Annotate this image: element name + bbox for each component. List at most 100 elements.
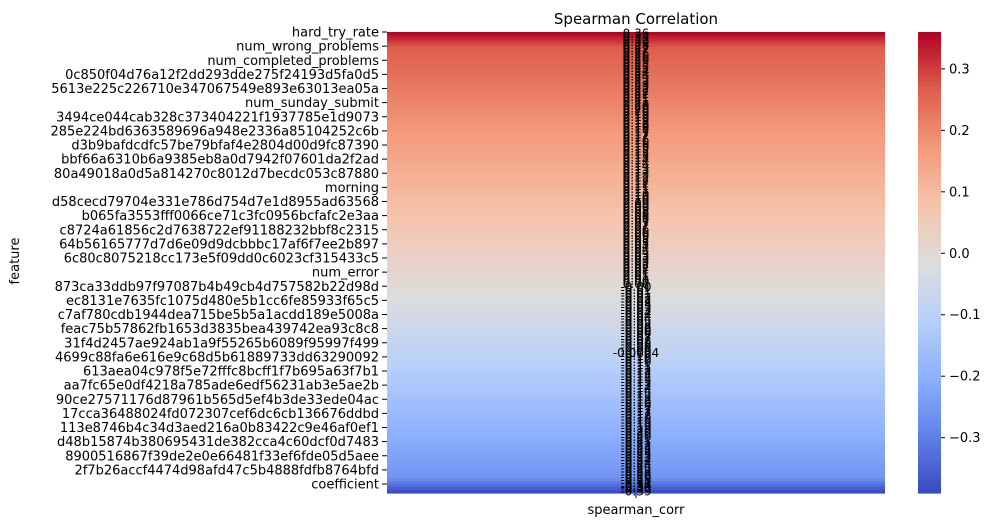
heatmap-cell: [387, 472, 885, 477]
cell-annotation: -0.21: [620, 433, 651, 447]
heatmap-cell: [387, 60, 885, 65]
colorbar-swatch: [918, 97, 941, 102]
cell-annotation: -0.08: [620, 338, 651, 352]
heatmap-cell: [387, 250, 885, 255]
heatmap-cell: [387, 426, 885, 431]
heatmap-cell: [387, 173, 885, 177]
cell-annotation: 0.12: [623, 173, 650, 187]
heatmap-cell: [387, 155, 885, 160]
colorbar-swatch: [918, 81, 941, 87]
colorbar-swatch: [918, 285, 941, 290]
heatmap-cell: [387, 340, 885, 344]
cell-annotation: 0.01: [623, 266, 650, 280]
heatmap-cell: [387, 380, 885, 385]
heatmap-cell: [387, 216, 885, 220]
colorbar-swatch: [918, 58, 941, 64]
y-tick-label: 80a49018a0d5a814270c8012d7becdc053c87880: [54, 167, 379, 182]
cell-annotation: 0.04: [623, 245, 650, 259]
heatmap-cell: [387, 219, 885, 223]
cell-annotation: 0.09: [623, 199, 650, 213]
cell-annotation: -0.31: [620, 476, 651, 490]
cell-annotation: -0.12: [620, 369, 651, 383]
colorbar-swatch: [918, 362, 941, 367]
heatmap-cell: [387, 268, 885, 272]
cell-annotation: -0.14: [620, 381, 651, 395]
cell-annotation: 0.08: [623, 211, 650, 225]
colorbar-swatch: [918, 446, 941, 452]
cell-annotation: -0.04: [620, 309, 651, 323]
colorbar-swatch: [918, 216, 941, 221]
cell-annotation: 0.06: [623, 222, 650, 236]
heatmap-cell: [387, 259, 885, 264]
colorbar-swatch: [918, 85, 941, 91]
colorbar-swatch: [918, 320, 941, 325]
cell-annotation: -0.18: [620, 413, 651, 427]
heatmap-cell: [387, 441, 885, 445]
cell-annotation: 0.18: [623, 122, 650, 136]
heatmap-cell: [387, 371, 885, 376]
heatmap-cell: [387, 46, 885, 50]
colorbar-swatch: [918, 420, 941, 425]
colorbar-swatch: [918, 343, 941, 348]
cell-annotation: -0.36: [620, 482, 651, 496]
heatmap-cell: [387, 285, 885, 290]
cell-annotation: 0.26: [623, 49, 650, 63]
cell-annotation: 0.15: [623, 142, 650, 156]
y-tick-label: ec8131e7635fc1075d480e5b1cc6fe85933f65c5: [66, 294, 379, 309]
colorbar-swatch: [918, 473, 941, 479]
cell-annotation: -0.19: [620, 418, 651, 432]
heatmap-cell: [387, 294, 885, 298]
colorbar-swatch: [918, 120, 941, 125]
zero-crossing-annotation: -0.0004: [613, 346, 659, 360]
colorbar-swatch: [918, 66, 941, 72]
cell-annotation: 0.10: [623, 188, 650, 202]
cell-annotation: -0.08: [620, 341, 651, 355]
heatmap-cell: [387, 75, 885, 79]
cell-annotation: 0.10: [623, 194, 650, 208]
cell-annotation: 0.15: [623, 147, 650, 161]
cell-annotation: -0.12: [620, 366, 651, 380]
colorbar-swatch: [918, 323, 941, 329]
colorbar-swatch: [918, 281, 941, 287]
colorbar-swatch: [918, 481, 941, 486]
y-tick-label: aa7fc65e0df4218a785ade6edf56231ab3e5ae2b: [64, 379, 379, 394]
heatmap-cell: [387, 279, 885, 284]
colorbar-swatch: [918, 158, 941, 164]
cell-annotation: -0.13: [620, 375, 651, 389]
colorbar-swatch: [918, 462, 941, 467]
heatmap-cell: [387, 276, 885, 281]
colorbar-swatch: [918, 450, 941, 456]
y-tick-label: 8900516867f39de2e0e66481f33ef6fde05d5aee: [65, 449, 379, 464]
cell-annotation: -0.19: [620, 415, 651, 429]
heatmap-cell: [387, 467, 885, 471]
heatmap-cell: [387, 124, 885, 128]
heatmap-cell: [387, 106, 885, 111]
heatmap-cell: [387, 40, 885, 45]
heatmap-cell: [387, 204, 885, 209]
cell-annotation: 0.21: [623, 93, 650, 107]
heatmap-cell: [387, 325, 885, 330]
colorbar-tick-label: 0.1: [949, 185, 970, 200]
heatmap-cell: [387, 167, 885, 171]
cell-annotation: 0.24: [623, 70, 650, 84]
cell-annotation: -0.24: [620, 456, 651, 470]
colorbar-tick-label: 0.2: [949, 124, 970, 139]
cell-annotation: 0.12: [623, 171, 650, 185]
y-tick-label: 873ca33ddb97f97087b4b49cb4d757582b22d98d: [55, 280, 379, 295]
y-tick-label: 90ce27571176d87961b565d5ef4b3de33ede04ac: [56, 393, 379, 408]
heatmap-cell: [387, 351, 885, 356]
heatmap-cell: [387, 423, 885, 428]
heatmap-cell: [387, 392, 885, 396]
colorbar-swatch: [918, 89, 941, 95]
colorbar-swatch: [918, 412, 941, 417]
heatmap-cell: [387, 464, 885, 468]
heatmap-cell: [387, 400, 885, 405]
cell-annotation: -0.06: [620, 320, 651, 334]
heatmap-cell: [387, 337, 885, 341]
colorbar-swatch: [918, 393, 941, 398]
heatmap-cell: [387, 395, 885, 399]
colorbar-swatch: [918, 166, 941, 171]
colorbar-swatch: [918, 477, 941, 483]
cell-annotation: 0.05: [623, 231, 650, 245]
colorbar-swatch: [918, 243, 941, 248]
